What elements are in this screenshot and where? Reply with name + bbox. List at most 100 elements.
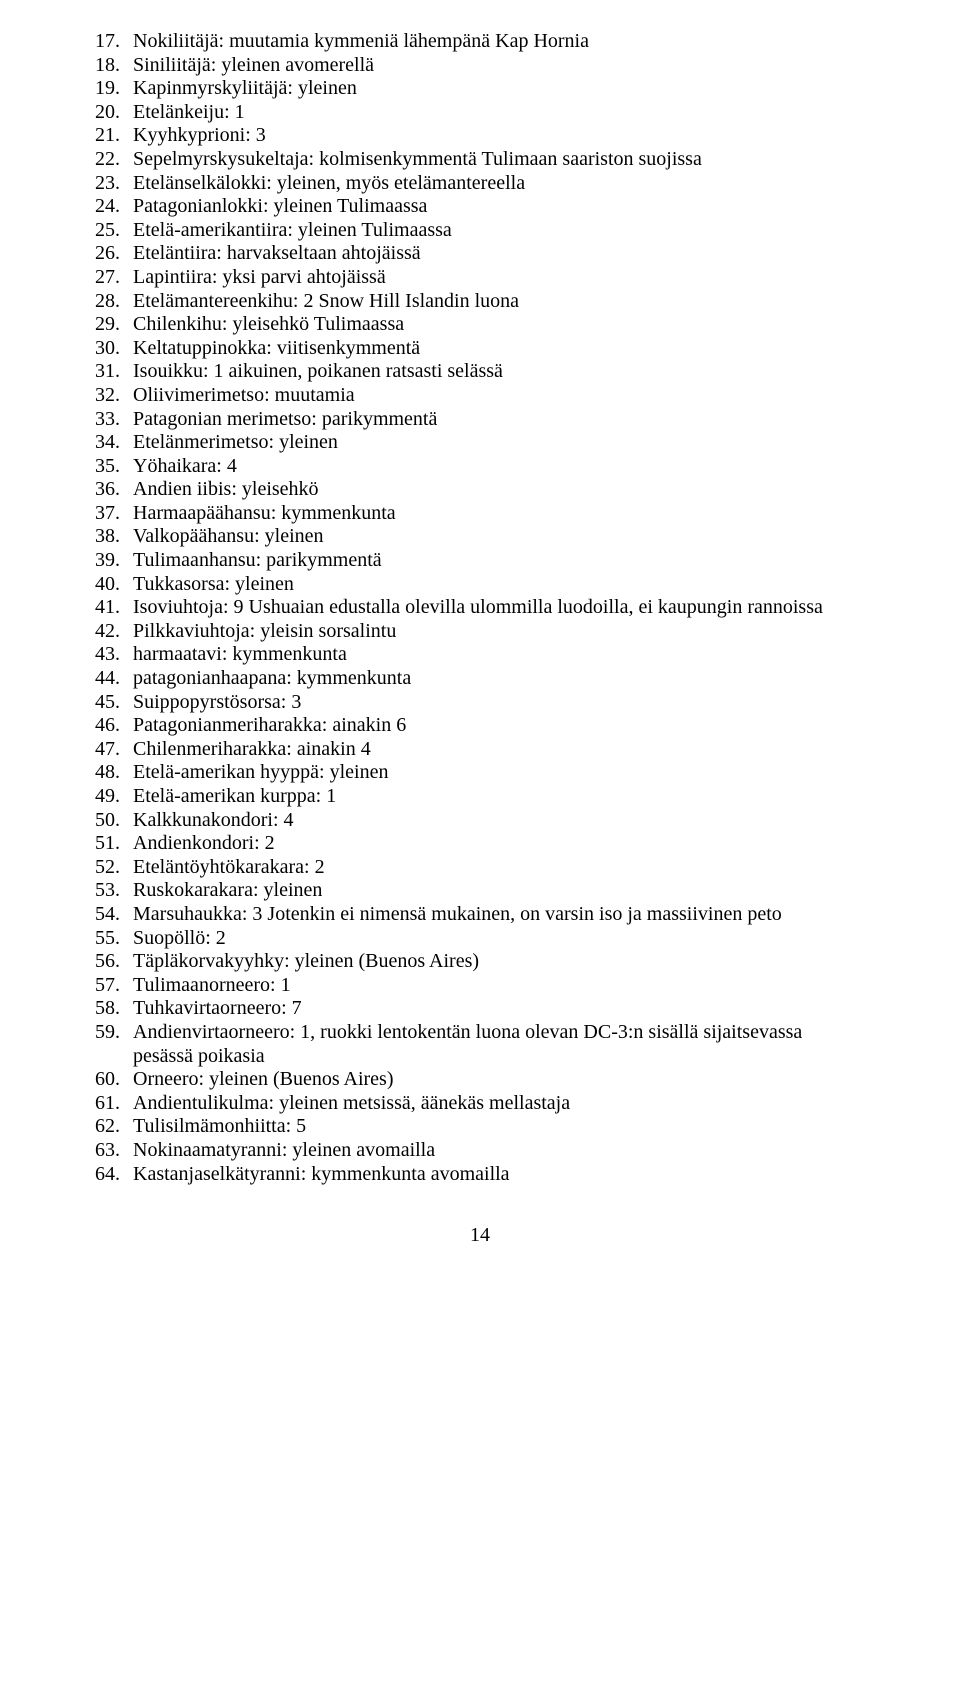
- list-item: 47. Chilenmeriharakka: ainakin 4: [95, 738, 865, 762]
- item-number: 63.: [95, 1139, 125, 1163]
- item-number: 35.: [95, 455, 125, 479]
- item-text: Lapintiira: yksi parvi ahtojäissä: [133, 266, 386, 288]
- item-text: Orneero: yleinen (Buenos Aires): [133, 1068, 393, 1090]
- list-item: 19.Kapinmyrskyliitäjä: yleinen: [95, 77, 865, 101]
- list-item: 59. Andienvirtaorneero: 1, ruokki lentoke…: [95, 1021, 865, 1068]
- list-item: 32.Oliivimerimetso: muutamia: [95, 384, 865, 408]
- item-number: 47.: [95, 738, 125, 762]
- item-number: 51.: [95, 832, 125, 856]
- list-item: 28.Etelämantereenkihu: 2 Snow Hill Islan…: [95, 290, 865, 314]
- item-text: Suippopyrstösorsa: 3: [133, 691, 301, 713]
- item-text: Nokinaamatyranni: yleinen avomailla: [133, 1139, 435, 1161]
- item-text: Sepelmyrskysukeltaja: kolmisenkymmentä T…: [133, 148, 702, 170]
- list-item: 17.Nokiliitäjä: muutamia kymmeniä lähemp…: [95, 30, 865, 54]
- list-item: 60. Orneero: yleinen (Buenos Aires): [95, 1068, 865, 1092]
- item-text: Kalkkunakondori: 4: [133, 809, 294, 831]
- item-number: 49.: [95, 785, 125, 809]
- list-item: 18. Siniliitäjä: yleinen avomerellä: [95, 54, 865, 78]
- item-number: 64.: [95, 1163, 125, 1187]
- item-text: Etelänselkälokki: yleinen, myös eteläman…: [133, 172, 525, 194]
- item-number: 56.: [95, 950, 125, 974]
- item-number: 31.: [95, 360, 125, 384]
- item-text: Siniliitäjä: yleinen avomerellä: [133, 54, 374, 76]
- item-text: Tulimaanhansu: parikymmentä: [133, 549, 382, 571]
- item-number: 20.: [95, 101, 125, 125]
- item-text: Suopöllö: 2: [133, 927, 226, 949]
- item-number: 33.: [95, 408, 125, 432]
- list-item: 38. Valkopäähansu: yleinen: [95, 525, 865, 549]
- item-text: Etelä-amerikantiira: yleinen Tulimaassa: [133, 219, 452, 241]
- list-item: 58.Tuhkavirtaorneero: 7: [95, 997, 865, 1021]
- item-number: 23.: [95, 172, 125, 196]
- item-number: 43.: [95, 643, 125, 667]
- item-text: Pilkkaviuhtoja: yleisin sorsalintu: [133, 620, 396, 642]
- item-number: 60.: [95, 1068, 125, 1092]
- item-number: 59.: [95, 1021, 125, 1045]
- item-text: Yöhaikara: 4: [133, 455, 237, 477]
- list-item: 61.Andientulikulma: yleinen metsissä, ää…: [95, 1092, 865, 1116]
- list-item: 45.Suippopyrstösorsa: 3: [95, 691, 865, 715]
- item-number: 26.: [95, 242, 125, 266]
- item-number: 53.: [95, 879, 125, 903]
- item-text: Eteläntöyhtökarakara: 2: [133, 856, 325, 878]
- list-item: 46. Patagonianmeriharakka: ainakin 6: [95, 714, 865, 738]
- list-item: 35. Yöhaikara: 4: [95, 455, 865, 479]
- item-number: 38.: [95, 525, 125, 549]
- item-text: Chilenkihu: yleisehkö Tulimaassa: [133, 313, 404, 335]
- list-item: 49. Etelä-amerikan kurppa: 1: [95, 785, 865, 809]
- item-text: Etelänkeiju: 1: [133, 101, 245, 123]
- item-number: 44.: [95, 667, 125, 691]
- item-text: Chilenmeriharakka: ainakin 4: [133, 738, 371, 760]
- list-item: 53.Ruskokarakara: yleinen: [95, 879, 865, 903]
- item-number: 46.: [95, 714, 125, 738]
- item-number: 42.: [95, 620, 125, 644]
- list-item: 21.Kyyhkyprioni: 3: [95, 124, 865, 148]
- item-text: Etelä-amerikan hyyppä: yleinen: [133, 761, 388, 783]
- item-number: 41.: [95, 596, 125, 620]
- item-text: Tukkasorsa: yleinen: [133, 573, 294, 595]
- item-text: Tulimaanorneero: 1: [133, 974, 291, 996]
- item-number: 57.: [95, 974, 125, 998]
- list-item: 50.Kalkkunakondori: 4: [95, 809, 865, 833]
- item-text: Marsuhaukka: 3 Jotenkin ei nimensä mukai…: [133, 903, 782, 925]
- item-text: Etelä-amerikan kurppa: 1: [133, 785, 336, 807]
- item-text: Andientulikulma: yleinen metsissä, äänek…: [133, 1092, 570, 1114]
- item-text: Täpläkorvakyyhky: yleinen (Buenos Aires): [133, 950, 479, 972]
- list-item: 23. Etelänselkälokki: yleinen, myös etelä…: [95, 172, 865, 196]
- item-text: Etelänmerimetso: yleinen: [133, 431, 338, 453]
- item-number: 18.: [95, 54, 125, 78]
- list-item: 36.Andien iibis: yleisehkö: [95, 478, 865, 502]
- list-item: 54. Marsuhaukka: 3 Jotenkin ei nimensä mu…: [95, 903, 865, 927]
- item-text: Andienvirtaorneero: 1, ruokki lentokentä…: [133, 1021, 802, 1067]
- list-item: 55.Suopöllö: 2: [95, 927, 865, 951]
- list-item: 30.Keltatuppinokka: viitisenkymmentä: [95, 337, 865, 361]
- item-text: Harmaapäähansu: kymmenkunta: [133, 502, 396, 524]
- list-item: 37. Harmaapäähansu: kymmenkunta: [95, 502, 865, 526]
- item-number: 48.: [95, 761, 125, 785]
- list-item: 57. Tulimaanorneero: 1: [95, 974, 865, 998]
- item-text: Valkopäähansu: yleinen: [133, 525, 324, 547]
- item-text: Keltatuppinokka: viitisenkymmentä: [133, 337, 420, 359]
- list-item: 27.Lapintiira: yksi parvi ahtojäissä: [95, 266, 865, 290]
- item-number: 40.: [95, 573, 125, 597]
- item-number: 19.: [95, 77, 125, 101]
- list-item: 48. Etelä-amerikan hyyppä: yleinen: [95, 761, 865, 785]
- list-item: 34.Etelänmerimetso: yleinen: [95, 431, 865, 455]
- item-text: Isoviuhtoja: 9 Ushuaian edustalla olevil…: [133, 596, 823, 618]
- item-text: patagonianhaapana: kymmenkunta: [133, 667, 411, 689]
- item-text: Andien iibis: yleisehkö: [133, 478, 319, 500]
- item-number: 54.: [95, 903, 125, 927]
- item-text: Tulisilmämonhiitta: 5: [133, 1115, 306, 1137]
- item-number: 62.: [95, 1115, 125, 1139]
- list-item: 51.Andienkondori: 2: [95, 832, 865, 856]
- item-number: 37.: [95, 502, 125, 526]
- item-text: Kyyhkyprioni: 3: [133, 124, 266, 146]
- item-text: Patagonian merimetso: parikymmentä: [133, 408, 437, 430]
- list-item: 33. Patagonian merimetso: parikymmentä: [95, 408, 865, 432]
- item-number: 58.: [95, 997, 125, 1021]
- list-item: 24.Patagonianlokki: yleinen Tulimaassa: [95, 195, 865, 219]
- item-text: Patagonianmeriharakka: ainakin 6: [133, 714, 406, 736]
- species-list: 17.Nokiliitäjä: muutamia kymmeniä lähemp…: [95, 30, 865, 1186]
- list-item: 52.Eteläntöyhtökarakara: 2: [95, 856, 865, 880]
- item-number: 32.: [95, 384, 125, 408]
